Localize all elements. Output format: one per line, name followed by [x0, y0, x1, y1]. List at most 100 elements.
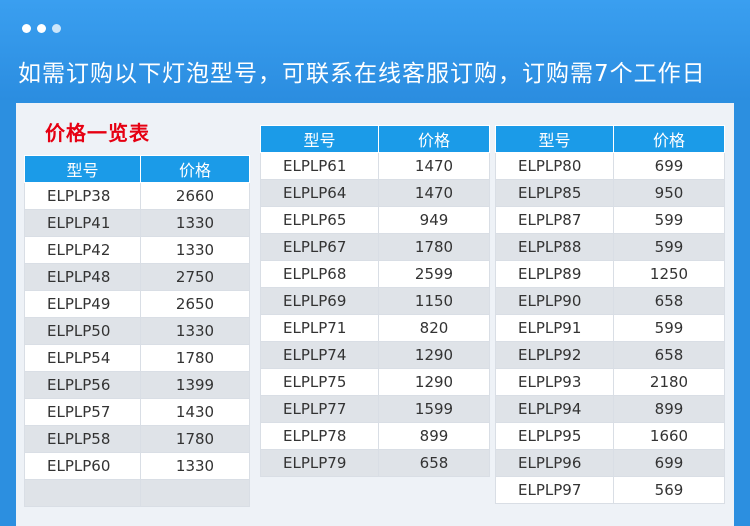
table-row: ELPLP68 2599	[260, 260, 490, 288]
table-row: ELPLP71 820	[260, 314, 490, 342]
price-table-1: 型号 价格 ELPLP38 2660 ELPLP41 1330 ELPLP42 1330 E…	[24, 155, 250, 507]
table-row: ELPLP61 1470	[260, 152, 490, 180]
table-row: ELPLP69 1150	[260, 287, 490, 315]
table-row: ELPLP57 1430	[24, 398, 250, 426]
model-cell: ELPLP71	[260, 314, 379, 342]
dot-icon	[22, 24, 31, 33]
table-row: ELPLP75 1290	[260, 368, 490, 396]
table-row: ELPLP54 1780	[24, 344, 250, 372]
table-row: ELPLP94 899	[495, 395, 725, 423]
model-cell: ELPLP65	[260, 206, 379, 234]
model-cell: ELPLP78	[260, 422, 379, 450]
price-table-3: 型号 价格 ELPLP80 699 ELPLP85 950 ELPLP87 599 ELPL…	[495, 125, 725, 504]
model-cell: ELPLP68	[260, 260, 379, 288]
price-cell: 2180	[613, 368, 725, 396]
column-header-price: 价格	[140, 155, 250, 183]
table-row: ELPLP78 899	[260, 422, 490, 450]
model-cell: ELPLP85	[495, 179, 614, 207]
model-cell: ELPLP88	[495, 233, 614, 261]
header-banner: 如需订购以下灯泡型号，可联系在线客服订购，订购需7个工作日	[0, 0, 750, 100]
model-cell: ELPLP90	[495, 287, 614, 315]
price-cell: 2660	[140, 182, 250, 210]
column-header-model: 型号	[495, 125, 614, 153]
price-cell: 569	[613, 476, 725, 504]
price-cell	[140, 479, 250, 507]
table-row: ELPLP56 1399	[24, 371, 250, 399]
column-header-model: 型号	[24, 155, 141, 183]
price-cell: 1150	[378, 287, 490, 315]
column-header-price: 价格	[613, 125, 725, 153]
dot-icon	[37, 24, 46, 33]
price-cell: 1470	[378, 152, 490, 180]
price-cell: 599	[613, 233, 725, 261]
table-row: ELPLP95 1660	[495, 422, 725, 450]
table-row: ELPLP89 1250	[495, 260, 725, 288]
table-row: ELPLP58 1780	[24, 425, 250, 453]
model-cell: ELPLP58	[24, 425, 141, 453]
table-row: ELPLP96 699	[495, 449, 725, 477]
model-cell: ELPLP75	[260, 368, 379, 396]
model-cell: ELPLP96	[495, 449, 614, 477]
model-cell: ELPLP38	[24, 182, 141, 210]
model-cell: ELPLP57	[24, 398, 141, 426]
price-cell: 1780	[140, 425, 250, 453]
model-cell: ELPLP42	[24, 236, 141, 264]
price-cell: 699	[613, 449, 725, 477]
table-row: ELPLP88 599	[495, 233, 725, 261]
column-header-price: 价格	[378, 125, 490, 153]
price-cell: 658	[613, 287, 725, 315]
price-cell: 1330	[140, 452, 250, 480]
model-cell: ELPLP74	[260, 341, 379, 369]
price-cell: 1330	[140, 209, 250, 237]
model-cell: ELPLP69	[260, 287, 379, 315]
table-row: ELPLP93 2180	[495, 368, 725, 396]
price-cell: 1250	[613, 260, 725, 288]
dot-icon	[52, 24, 61, 33]
table-row: ELPLP79 658	[260, 449, 490, 477]
model-cell: ELPLP61	[260, 152, 379, 180]
table-row: ELPLP97 569	[495, 476, 725, 504]
model-cell: ELPLP48	[24, 263, 141, 291]
model-cell: ELPLP89	[495, 260, 614, 288]
table-row: ELPLP87 599	[495, 206, 725, 234]
window-dots	[22, 24, 61, 33]
model-cell: ELPLP41	[24, 209, 141, 237]
table-row: ELPLP48 2750	[24, 263, 250, 291]
model-cell: ELPLP50	[24, 317, 141, 345]
model-cell: ELPLP60	[24, 452, 141, 480]
table-row: ELPLP65 949	[260, 206, 490, 234]
model-cell: ELPLP49	[24, 290, 141, 318]
price-cell: 1330	[140, 317, 250, 345]
price-cell: 950	[613, 179, 725, 207]
price-cell: 1470	[378, 179, 490, 207]
table-row: ELPLP91 599	[495, 314, 725, 342]
price-cell: 1290	[378, 341, 490, 369]
price-cell: 658	[378, 449, 490, 477]
model-cell: ELPLP94	[495, 395, 614, 423]
price-list-title: 价格一览表	[45, 121, 150, 145]
column-header-model: 型号	[260, 125, 379, 153]
table-row: ELPLP92 658	[495, 341, 725, 369]
model-cell: ELPLP54	[24, 344, 141, 372]
table-row: ELPLP38 2660	[24, 182, 250, 210]
price-cell: 899	[378, 422, 490, 450]
model-cell: ELPLP91	[495, 314, 614, 342]
table-row	[24, 479, 250, 507]
price-cell: 1290	[378, 368, 490, 396]
model-cell: ELPLP79	[260, 449, 379, 477]
table-row: ELPLP90 658	[495, 287, 725, 315]
model-cell: ELPLP77	[260, 395, 379, 423]
model-cell: ELPLP95	[495, 422, 614, 450]
price-cell: 1330	[140, 236, 250, 264]
table-row: ELPLP85 950	[495, 179, 725, 207]
price-cell: 1399	[140, 371, 250, 399]
table-row: ELPLP42 1330	[24, 236, 250, 264]
price-cell: 899	[613, 395, 725, 423]
model-cell: ELPLP87	[495, 206, 614, 234]
price-cell: 2750	[140, 263, 250, 291]
price-card: 价格一览表 型号 价格 ELPLP38 2660 ELPLP41 1330 ELPLP4…	[16, 103, 734, 526]
model-cell: ELPLP56	[24, 371, 141, 399]
price-cell: 1599	[378, 395, 490, 423]
price-cell: 599	[613, 206, 725, 234]
model-cell: ELPLP64	[260, 179, 379, 207]
